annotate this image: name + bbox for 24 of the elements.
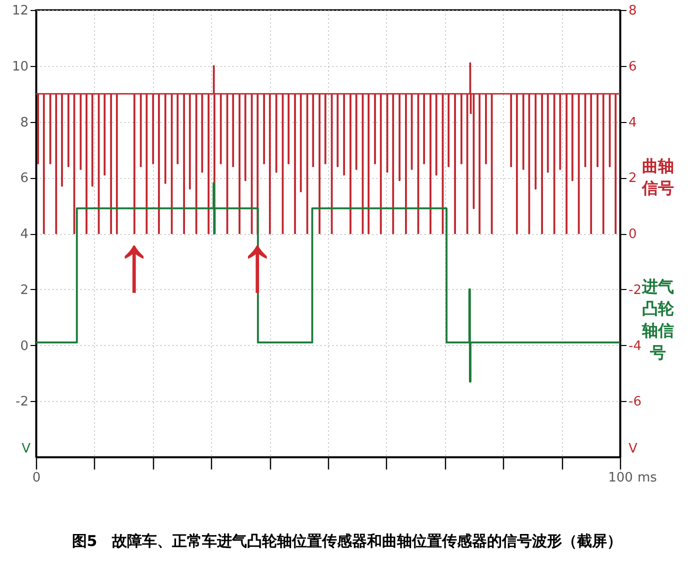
y2-axis-title: V <box>628 442 638 456</box>
y-tick-label: -2 <box>16 394 28 410</box>
text: 图5 故障车、正常车进气凸轮轴位置传感器和曲轴位置传感器的信号波形（截屏） <box>72 532 622 550</box>
y2-tick-label: 2 <box>628 171 637 186</box>
series-label: 曲轴信号 <box>641 156 674 198</box>
y-tick-label: 12 <box>12 4 28 18</box>
y2-tick-label: -6 <box>628 394 642 410</box>
x-tick-label: 100 <box>608 470 633 486</box>
y2-tick-label: 8 <box>628 4 637 18</box>
annotation: ↑ <box>114 218 154 308</box>
y-tick-label: 4 <box>20 227 28 242</box>
y-axis-title: V <box>22 442 31 456</box>
y2-tick-label: 6 <box>628 59 637 74</box>
y-tick-label: 6 <box>20 171 28 186</box>
y2-tick-label: -4 <box>628 338 642 354</box>
x-axis-title: ms <box>638 470 658 486</box>
y-tick-label: 10 <box>12 59 28 74</box>
y2-tick-label: 0 <box>628 227 637 242</box>
y-tick-label: 0 <box>20 338 28 354</box>
y2-tick-label: 4 <box>628 115 637 130</box>
y-tick-label: 2 <box>20 282 28 298</box>
series-label: 进气凸轮轴信号 <box>641 277 675 362</box>
y-tick-label: 8 <box>20 115 28 130</box>
y2-tick-label: -2 <box>628 282 642 298</box>
